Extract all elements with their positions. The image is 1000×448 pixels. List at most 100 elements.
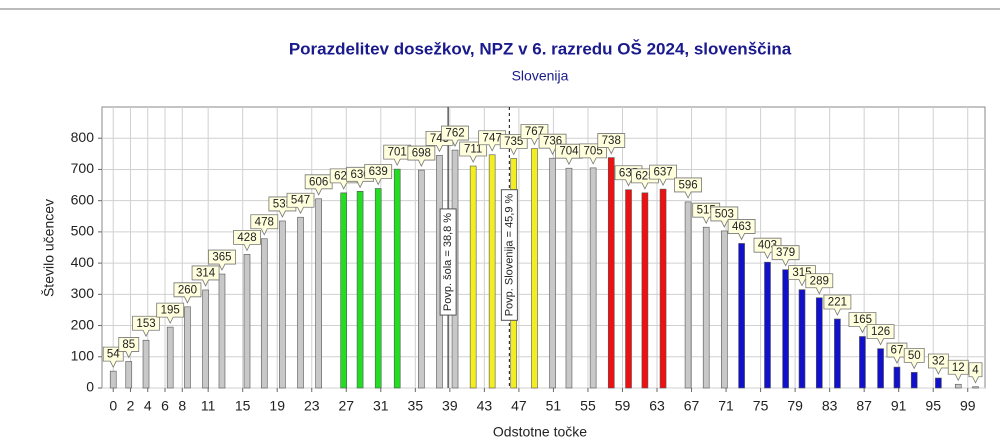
value-label-box (674, 177, 702, 199)
bar (166, 326, 174, 389)
x-tick-label: 27 (338, 398, 354, 414)
value-label-box (118, 337, 140, 359)
value-label-box (710, 206, 739, 228)
value-label: 735 (504, 136, 523, 148)
x-axis-label: Odstotne točke (493, 424, 587, 440)
value-label-box (968, 362, 983, 384)
x-tick-label: 31 (373, 398, 389, 414)
x-tick-label: 71 (718, 398, 734, 414)
bar (356, 191, 364, 389)
x-tick-label: 19 (269, 398, 285, 414)
reference-box (439, 208, 457, 316)
value-label-box (478, 130, 507, 152)
bar (893, 366, 901, 389)
y-axis-label: Število učencev (41, 199, 57, 297)
bar (340, 192, 347, 389)
bar (877, 348, 884, 389)
x-tick-label: 0 (109, 398, 117, 414)
x-tick-label: 63 (649, 398, 665, 414)
value-label: 12 (952, 362, 965, 374)
bar (834, 318, 841, 389)
value-label: 32 (932, 356, 945, 368)
x-tick-label: 91 (891, 398, 907, 414)
value-label-box (788, 265, 816, 287)
x-tick-label: 67 (684, 398, 700, 414)
y-tick-label: 500 (71, 223, 95, 239)
x-tick-label: 59 (615, 398, 631, 414)
bar (782, 269, 789, 389)
bar (297, 216, 304, 389)
x-tick-label: 23 (304, 398, 320, 414)
value-label: 126 (871, 326, 890, 338)
bar (738, 243, 745, 389)
bar (202, 289, 209, 389)
y-tick-label: 100 (71, 347, 95, 363)
value-label: 606 (309, 176, 328, 188)
reference-annotation: Povp. Slovenija = 45,9 % (500, 189, 518, 321)
value-label: 289 (810, 275, 829, 287)
value-label-box (886, 342, 908, 364)
bar (418, 169, 425, 389)
value-label: 701 (388, 147, 407, 159)
bar (549, 157, 556, 389)
bar (109, 370, 117, 389)
value-label-box (520, 124, 549, 146)
bar (142, 339, 150, 389)
value-label: 67 (891, 345, 904, 357)
value-label: 221 (828, 297, 847, 309)
value-label: 705 (584, 145, 603, 157)
y-tick-label: 300 (71, 285, 95, 301)
bar (815, 297, 823, 389)
value-label: 747 (483, 132, 502, 144)
x-tick-label: 6 (161, 398, 169, 414)
bar (684, 201, 692, 389)
value-label: 596 (678, 179, 697, 191)
x-tick-label: 11 (201, 398, 216, 414)
bar (488, 154, 496, 389)
bar (721, 230, 728, 389)
reference-label: Povp. šola = 38,8 % (442, 213, 454, 311)
bar (589, 167, 597, 389)
value-label: 260 (178, 284, 197, 296)
value-label: 365 (212, 252, 231, 264)
value-label-box (250, 214, 279, 236)
value-label-box (753, 237, 782, 260)
value-label: 428 (237, 232, 256, 244)
bar (625, 189, 632, 389)
value-label-box (441, 125, 469, 147)
value-label-box (156, 302, 185, 325)
bar (859, 336, 866, 389)
value-label: 639 (369, 166, 388, 178)
value-label: 379 (776, 247, 795, 259)
reference-box (500, 189, 518, 321)
value-label-box (208, 249, 236, 271)
value-label: 54 (107, 349, 120, 361)
x-tick-label: 99 (960, 398, 976, 414)
value-label: 738 (602, 135, 621, 147)
x-tick-label: 4 (144, 398, 152, 414)
value-label: 698 (412, 148, 431, 160)
value-label: 637 (653, 167, 672, 179)
value-label-box (538, 133, 567, 156)
x-tick-label: 35 (408, 398, 424, 414)
x-tick-label: 95 (925, 398, 941, 414)
value-label: 85 (122, 339, 135, 351)
value-label-box (903, 347, 925, 370)
bar (972, 386, 979, 389)
value-label: 503 (715, 208, 734, 220)
bar (910, 372, 918, 389)
bar (935, 377, 942, 389)
bar (469, 165, 477, 389)
bar (702, 226, 710, 389)
value-label-box (823, 294, 852, 316)
bar (125, 361, 133, 389)
x-tick-label: 87 (856, 398, 872, 414)
x-tick-label: 15 (235, 398, 251, 414)
value-label: 478 (255, 216, 274, 228)
value-label: 762 (445, 128, 464, 140)
value-label: 463 (732, 221, 751, 233)
value-label-box (727, 219, 756, 241)
y-tick-label: 0 (86, 379, 94, 395)
bar (243, 254, 251, 389)
